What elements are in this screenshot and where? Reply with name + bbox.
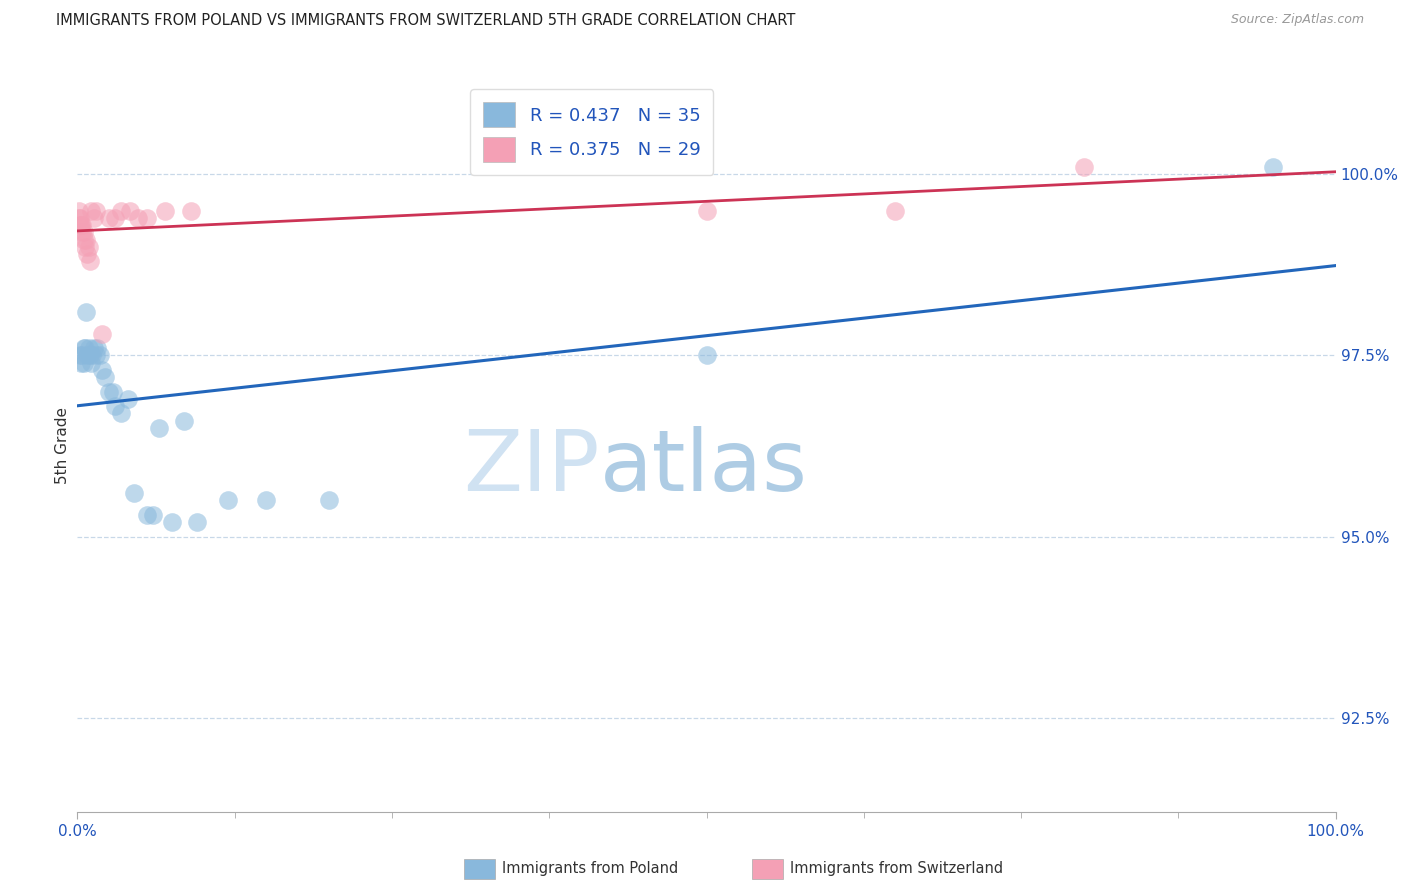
- Point: [318, 493, 340, 508]
- Point: [77, 341, 100, 355]
- Point: [122, 486, 145, 500]
- Point: [75, 233, 97, 247]
- Point: [97, 384, 120, 399]
- Point: [104, 211, 127, 225]
- Point: [127, 211, 149, 225]
- Point: [83, 211, 105, 225]
- Point: [76, 247, 98, 261]
- Text: IMMIGRANTS FROM POLAND VS IMMIGRANTS FROM SWITZERLAND 5TH GRADE CORRELATION CHAR: IMMIGRANTS FROM POLAND VS IMMIGRANTS FRO…: [56, 13, 796, 29]
- Point: [97, 211, 120, 225]
- Point: [79, 349, 101, 363]
- Point: [72, 225, 94, 239]
- Point: [160, 515, 183, 529]
- Point: [69, 211, 91, 225]
- Point: [91, 326, 114, 341]
- Point: [79, 254, 101, 268]
- Text: ZIP: ZIP: [463, 426, 599, 509]
- Point: [173, 414, 195, 428]
- Point: [217, 493, 239, 508]
- Point: [148, 421, 170, 435]
- Point: [72, 218, 94, 232]
- Point: [696, 349, 718, 363]
- Legend: R = 0.437   N = 35, R = 0.375   N = 29: R = 0.437 N = 35, R = 0.375 N = 29: [470, 89, 713, 175]
- Point: [72, 356, 94, 370]
- Point: [69, 349, 91, 363]
- Point: [70, 356, 93, 370]
- Point: [84, 349, 107, 363]
- Point: [84, 203, 107, 218]
- Text: Source: ZipAtlas.com: Source: ZipAtlas.com: [1230, 13, 1364, 27]
- Point: [884, 203, 907, 218]
- Point: [117, 392, 139, 406]
- Point: [155, 203, 177, 218]
- Point: [80, 203, 103, 218]
- Point: [72, 349, 94, 363]
- Point: [135, 508, 157, 522]
- Point: [135, 211, 157, 225]
- Point: [110, 406, 132, 420]
- Point: [91, 363, 114, 377]
- Point: [77, 240, 100, 254]
- Point: [70, 218, 93, 232]
- Point: [696, 203, 718, 218]
- Point: [73, 240, 96, 254]
- Point: [67, 203, 90, 218]
- Point: [86, 341, 108, 355]
- Point: [110, 203, 132, 218]
- Y-axis label: 5th Grade: 5th Grade: [55, 408, 70, 484]
- Point: [72, 341, 94, 355]
- Point: [73, 233, 96, 247]
- Text: atlas: atlas: [599, 426, 807, 509]
- Point: [82, 349, 104, 363]
- Point: [67, 211, 90, 225]
- Point: [69, 218, 91, 232]
- Point: [180, 203, 202, 218]
- Text: Immigrants from Poland: Immigrants from Poland: [502, 862, 678, 876]
- Point: [254, 493, 277, 508]
- Point: [80, 356, 103, 370]
- Point: [186, 515, 208, 529]
- Point: [89, 349, 111, 363]
- Point: [73, 341, 96, 355]
- Point: [120, 203, 142, 218]
- Point: [104, 399, 127, 413]
- Point: [70, 225, 93, 239]
- Point: [1073, 160, 1095, 174]
- Point: [142, 508, 165, 522]
- Point: [75, 305, 97, 319]
- Text: Immigrants from Switzerland: Immigrants from Switzerland: [790, 862, 1004, 876]
- Point: [76, 349, 98, 363]
- Point: [101, 384, 124, 399]
- Point: [83, 341, 105, 355]
- Point: [94, 370, 117, 384]
- Point: [1261, 160, 1284, 174]
